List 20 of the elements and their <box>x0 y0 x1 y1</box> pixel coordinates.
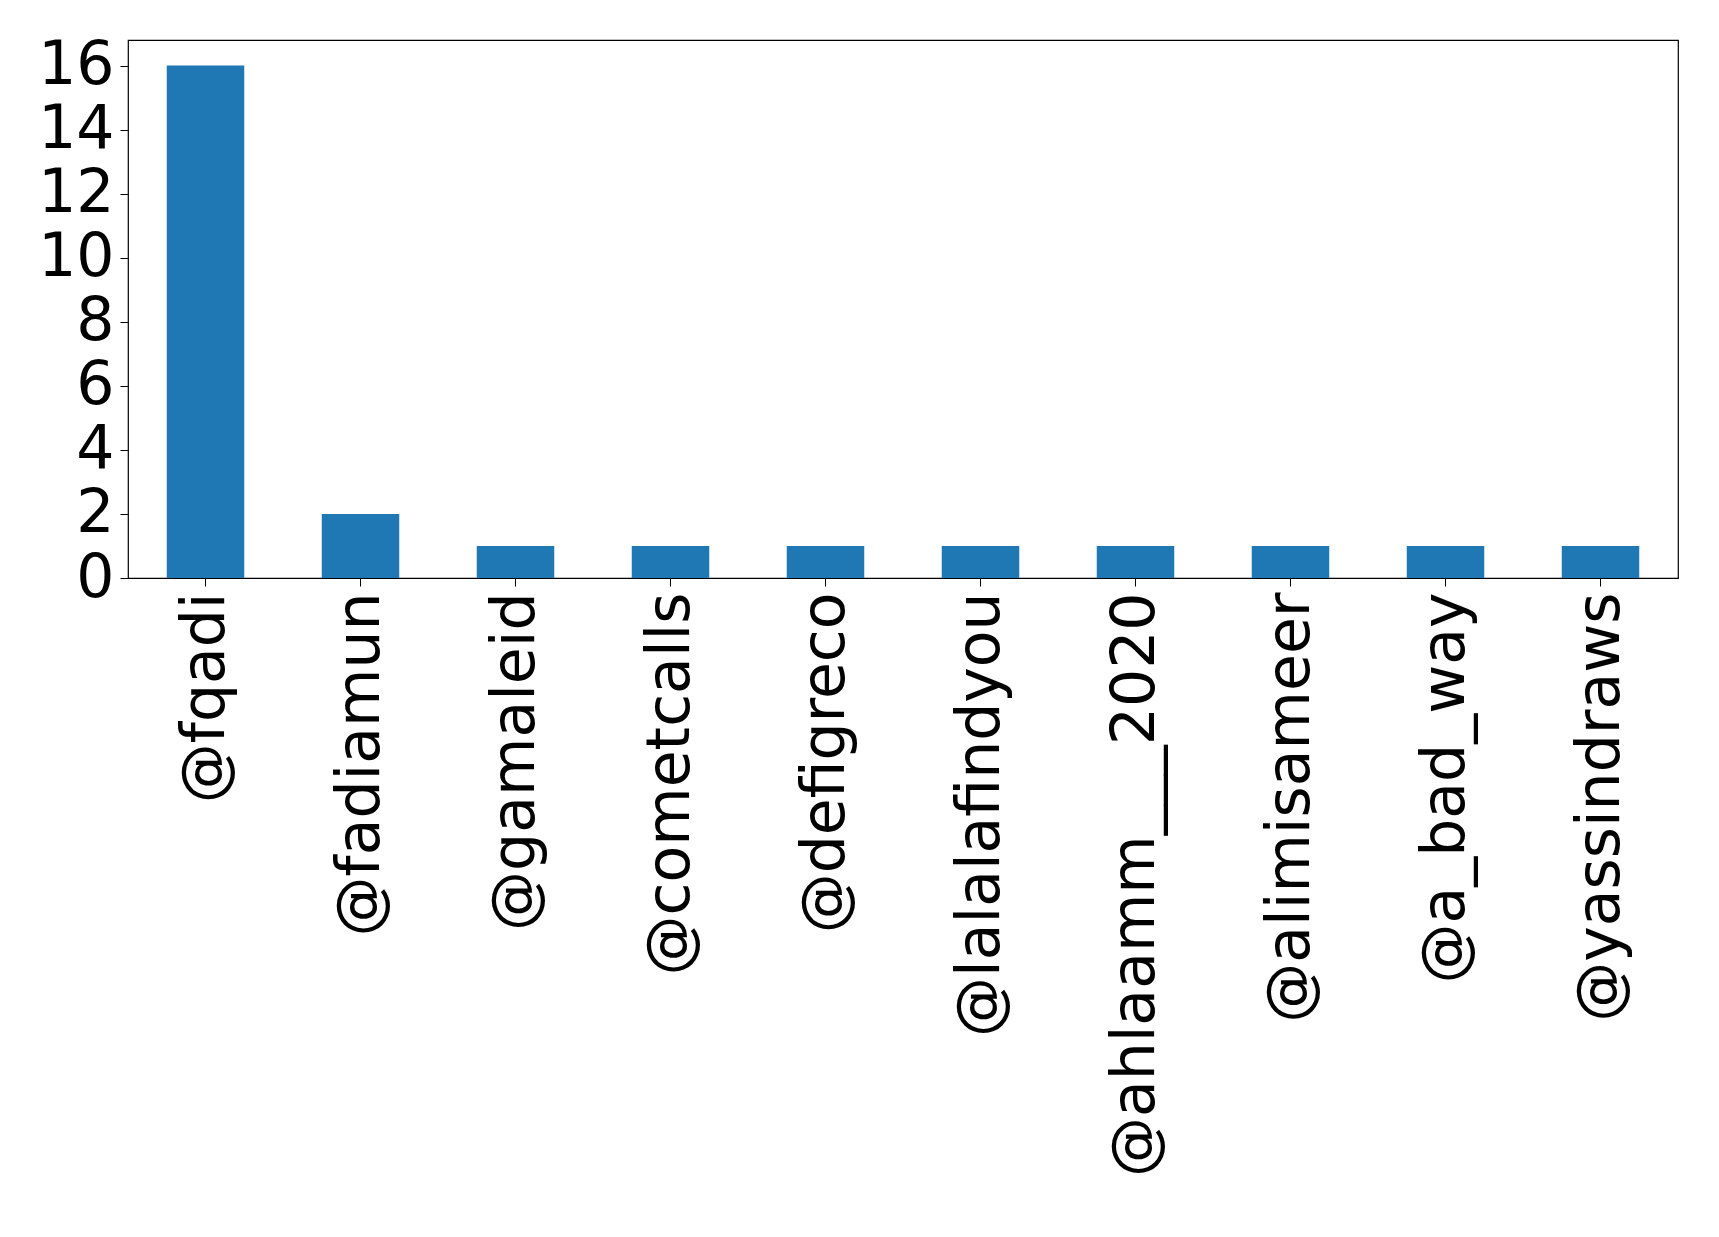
x-tick-label: @alimisameer <box>1252 592 1323 1023</box>
bar <box>166 65 245 578</box>
bar <box>1251 545 1330 578</box>
bar <box>1096 545 1175 578</box>
bar <box>321 513 400 578</box>
x-tick-label: @yassindraws <box>1562 592 1633 1022</box>
bar <box>1561 545 1640 578</box>
x-tick-label: @lalalafindyou <box>942 592 1013 1037</box>
x-tick-label: @cometcalls <box>632 592 703 976</box>
bar <box>631 545 710 578</box>
bar <box>941 545 1020 578</box>
x-tick-label: @defigreco <box>787 592 858 934</box>
bar <box>476 545 555 578</box>
x-tick-label: @ahlaamm___2020 <box>1097 592 1168 1178</box>
x-tick-label: @fqadi <box>167 592 238 804</box>
x-tick-label: @a_bad_way <box>1407 592 1478 984</box>
bar <box>786 545 865 578</box>
x-tick-label: @gamaleid <box>477 592 548 931</box>
bar <box>1406 545 1485 578</box>
x-tick-label: @fadiamun <box>322 592 393 937</box>
